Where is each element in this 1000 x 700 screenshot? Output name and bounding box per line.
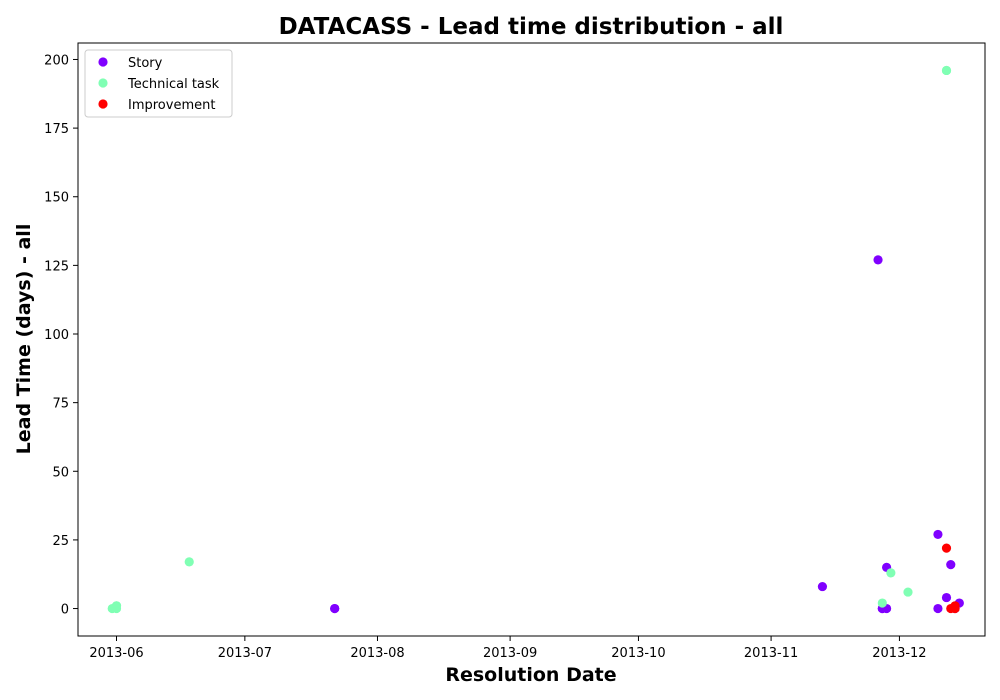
data-point [941,65,952,76]
x-tick-label: 2013-10 [611,646,665,661]
data-point [933,603,943,614]
data-point [111,601,122,611]
legend-label: Technical task [127,77,220,92]
data-point [877,598,887,608]
legend-frame [84,49,233,118]
legend-marker [98,78,108,88]
x-tick-label: 2013-07 [218,646,272,661]
chart-title: DATACASS - Lead time distribution - all [279,14,784,40]
y-tick-label: 0 [61,603,69,618]
plot-frame [77,42,986,637]
y-tick-label: 75 [52,397,69,412]
legend-marker [98,57,108,67]
legend-label: Story [128,56,163,71]
y-tick-label: 150 [44,191,69,206]
x-axis: 2013-06 2013-07 2013-08 2013-09 2013-10 2013-… [89,636,927,661]
legend-label: Improvement [128,98,215,113]
x-tick-label: 2013-08 [350,646,404,661]
y-tick-label: 100 [44,328,69,343]
plot-area [77,42,986,637]
y-axis-label: Lead Time (days) - all [13,224,35,455]
x-tick-label: 2013-09 [483,646,537,661]
data-point [184,557,194,567]
data-point [903,587,913,597]
x-tick-label: 2013-06 [89,646,143,661]
legend-marker [98,99,108,109]
data-point [817,581,828,592]
data-point [946,560,956,570]
data-point [941,543,952,553]
y-tick-label: 125 [44,259,69,274]
data-point [933,529,943,540]
data-point [950,601,960,611]
y-tick-label: 200 [44,53,69,68]
data-point [873,255,883,265]
y-axis: 0 25 50 75 100 125 150 175 200 [44,53,78,618]
legend: Story Technical task Improvement [84,49,233,118]
y-tick-label: 175 [44,122,69,137]
data-points [107,65,964,614]
y-tick-label: 50 [52,465,69,480]
data-point [886,568,896,578]
data-point [330,603,340,614]
y-tick-label: 25 [52,534,69,549]
x-axis-label: Resolution Date [445,664,616,686]
x-tick-label: 2013-12 [872,646,926,661]
data-point [941,592,952,603]
x-tick-label: 2013-11 [744,646,798,661]
